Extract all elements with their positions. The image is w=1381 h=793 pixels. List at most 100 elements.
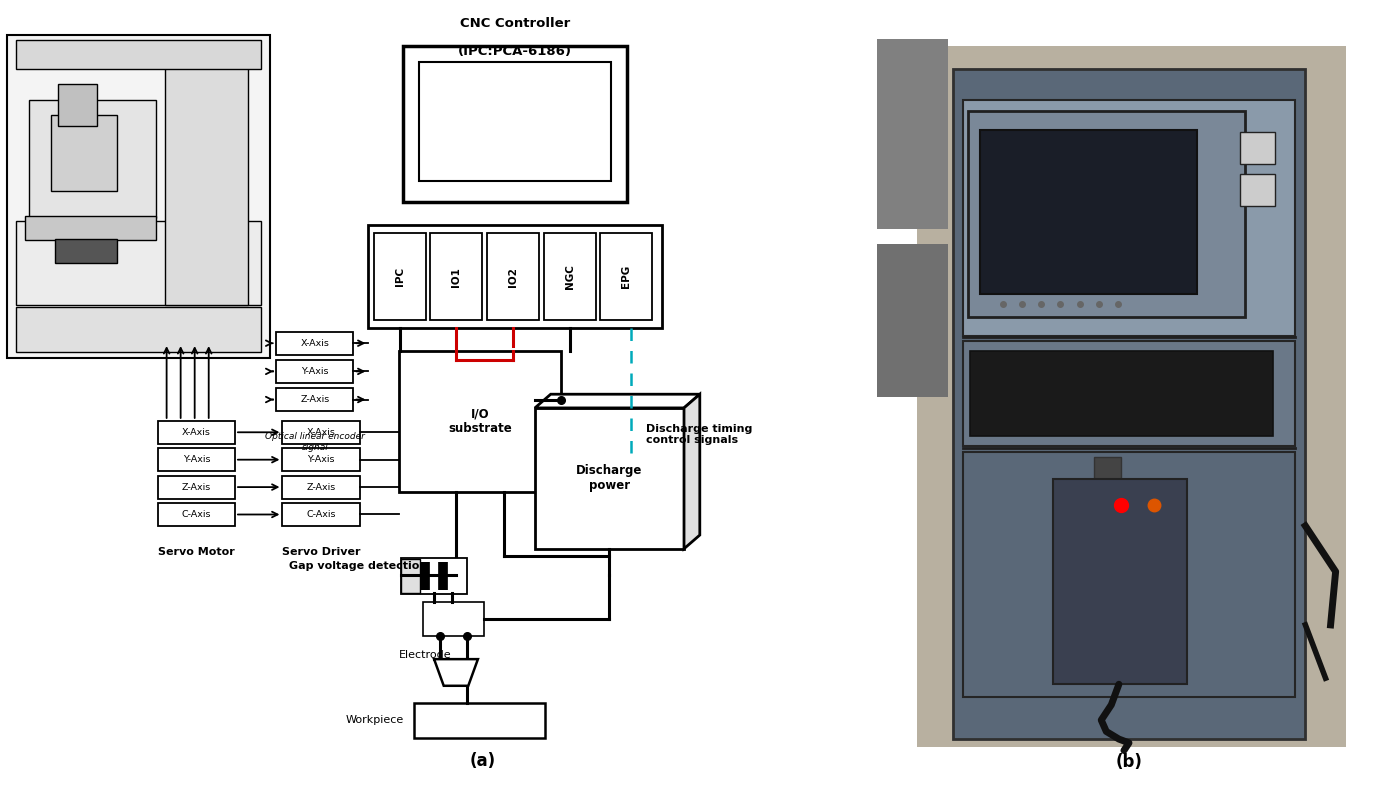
Bar <box>1011 362 1025 376</box>
Text: I/O
substrate: I/O substrate <box>449 408 512 435</box>
Bar <box>1027 400 1041 414</box>
Bar <box>1251 419 1265 433</box>
Bar <box>1062 381 1076 395</box>
Text: Z-Axis: Z-Axis <box>300 395 330 404</box>
Bar <box>1233 362 1247 376</box>
Bar <box>1097 381 1110 395</box>
Bar <box>1166 362 1179 376</box>
Bar <box>1011 381 1025 395</box>
Bar <box>994 381 1008 395</box>
Bar <box>282 448 359 471</box>
Bar <box>1240 174 1275 206</box>
Bar <box>994 362 1008 376</box>
Text: Gap voltage detection: Gap voltage detection <box>290 561 428 571</box>
Bar <box>1148 400 1161 414</box>
Bar <box>29 100 156 217</box>
Bar <box>157 503 235 526</box>
Bar <box>1097 362 1110 376</box>
Bar <box>399 351 561 492</box>
Text: Y-Axis: Y-Axis <box>307 455 334 464</box>
Bar <box>414 703 545 737</box>
Text: Workpiece: Workpiece <box>345 715 403 726</box>
Bar <box>276 331 354 354</box>
Bar <box>1233 400 1247 414</box>
Text: NGC: NGC <box>565 264 574 289</box>
Bar <box>1233 381 1247 395</box>
Bar <box>7 35 271 358</box>
Bar <box>877 39 947 229</box>
Text: Z-Axis: Z-Axis <box>307 483 336 492</box>
Bar <box>976 381 990 395</box>
Bar <box>981 130 1197 293</box>
Bar <box>1148 419 1161 433</box>
Bar <box>976 400 990 414</box>
Text: Optical linear encoder
signal: Optical linear encoder signal <box>265 432 365 452</box>
Text: C-Axis: C-Axis <box>307 510 336 519</box>
Bar <box>1114 381 1127 395</box>
Bar <box>1027 381 1041 395</box>
Bar <box>1200 419 1213 433</box>
Bar <box>51 115 116 191</box>
Bar <box>1097 400 1110 414</box>
Bar <box>1011 419 1025 433</box>
Text: Servo Driver: Servo Driver <box>282 547 360 557</box>
Bar <box>1217 419 1230 433</box>
Bar <box>971 351 1273 436</box>
Bar <box>1166 381 1179 395</box>
Bar <box>1045 400 1059 414</box>
Text: C-Axis: C-Axis <box>182 510 211 519</box>
Bar <box>1182 381 1196 395</box>
Bar <box>1097 419 1110 433</box>
Bar <box>1166 400 1179 414</box>
Bar <box>1114 419 1127 433</box>
Bar <box>963 452 1295 697</box>
Bar <box>1099 561 1128 593</box>
Bar <box>420 62 612 181</box>
Bar <box>1027 362 1041 376</box>
Text: IO1: IO1 <box>452 266 461 286</box>
Bar <box>1182 419 1196 433</box>
Bar <box>976 419 990 433</box>
Bar <box>1099 645 1128 676</box>
Polygon shape <box>534 394 700 408</box>
Bar <box>1148 381 1161 395</box>
Bar <box>1080 381 1094 395</box>
Bar <box>487 233 539 320</box>
Bar <box>1027 419 1041 433</box>
Text: X-Axis: X-Axis <box>182 427 211 437</box>
Bar <box>877 244 947 396</box>
Bar <box>1131 362 1145 376</box>
Bar <box>601 233 652 320</box>
Text: CNC Controller: CNC Controller <box>460 17 570 29</box>
Bar <box>1114 362 1127 376</box>
Bar <box>1217 400 1230 414</box>
Text: (IPC:PCA-6186): (IPC:PCA-6186) <box>458 45 572 59</box>
Circle shape <box>64 69 95 97</box>
Bar <box>1138 519 1167 551</box>
Bar <box>963 341 1295 446</box>
Bar <box>1233 419 1247 433</box>
Bar <box>25 216 156 240</box>
Bar <box>1062 362 1076 376</box>
Polygon shape <box>684 394 700 549</box>
Bar <box>1059 603 1088 634</box>
Polygon shape <box>434 659 478 686</box>
Bar <box>1138 603 1167 634</box>
Text: IPC: IPC <box>395 267 405 286</box>
Text: EPG: EPG <box>621 265 631 288</box>
Bar <box>431 233 482 320</box>
Text: Discharge
power: Discharge power <box>576 465 642 492</box>
Bar <box>1200 362 1213 376</box>
Bar <box>976 362 990 376</box>
Bar <box>1148 362 1161 376</box>
Bar <box>953 69 1305 739</box>
Bar <box>1059 561 1088 593</box>
Bar <box>1131 419 1145 433</box>
Bar <box>1062 419 1076 433</box>
Bar <box>1059 519 1088 551</box>
Bar <box>15 40 261 69</box>
Bar <box>1062 400 1076 414</box>
Bar <box>282 421 359 444</box>
Text: Electrode: Electrode <box>399 650 452 661</box>
Bar <box>1166 419 1179 433</box>
